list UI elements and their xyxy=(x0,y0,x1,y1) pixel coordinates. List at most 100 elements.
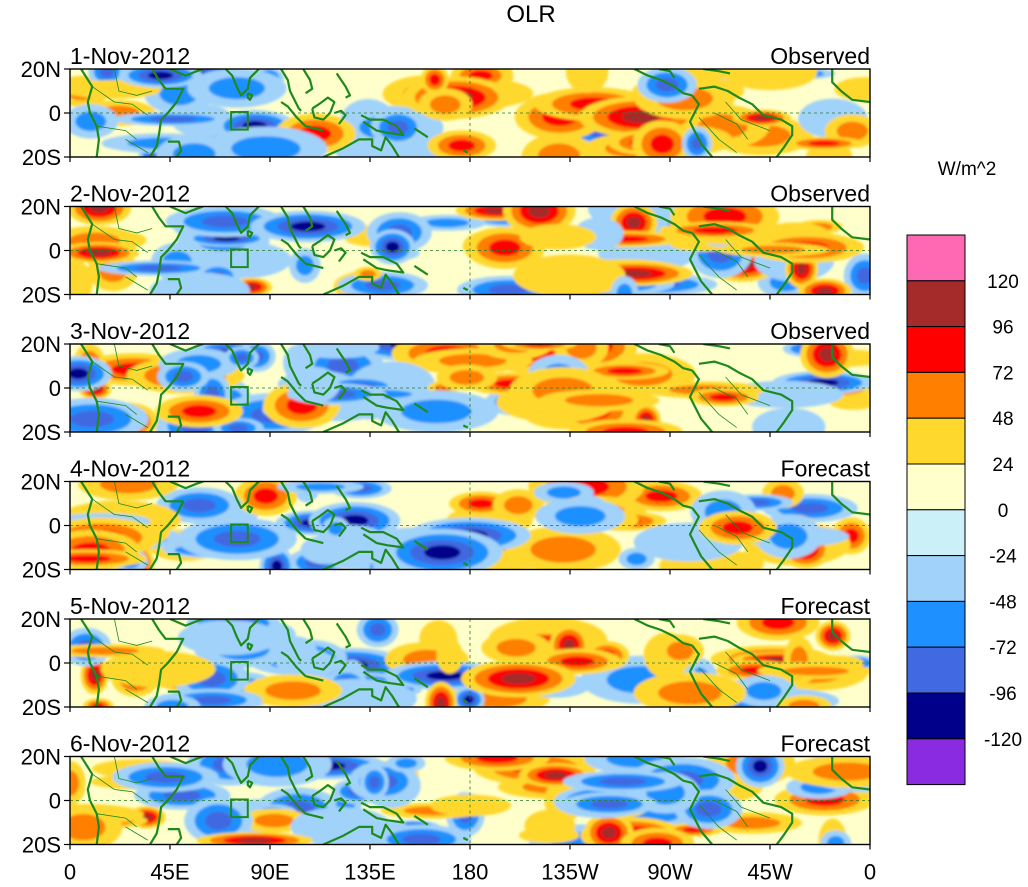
border-line xyxy=(114,756,153,784)
anomaly-contour xyxy=(287,366,341,404)
anomaly-contour xyxy=(172,143,216,157)
y-tick-label: 20S xyxy=(22,145,61,170)
colorbar-label: -120 xyxy=(984,730,1022,751)
anomaly-contour xyxy=(601,826,617,839)
anomaly-contour xyxy=(476,756,518,764)
anomaly-contour xyxy=(616,269,653,278)
anomaly-contour xyxy=(424,545,461,560)
anomaly-contour xyxy=(658,681,722,705)
region-box xyxy=(230,111,249,131)
anomaly-contour xyxy=(513,254,626,295)
coastline xyxy=(167,415,183,432)
x-tick-label: 90E xyxy=(250,860,289,885)
anomaly-contour xyxy=(182,498,217,513)
coastline xyxy=(167,140,183,157)
panel-date: 2-Nov-2012 xyxy=(70,181,190,207)
anomaly-contour xyxy=(426,671,464,680)
coastline xyxy=(703,69,731,75)
border-line xyxy=(114,619,153,646)
anomaly-contour xyxy=(645,490,678,503)
panel-date: 5-Nov-2012 xyxy=(70,593,190,619)
coastline xyxy=(305,400,324,407)
coastline xyxy=(305,262,324,270)
border-line xyxy=(114,481,153,509)
coastline xyxy=(413,402,429,414)
anomaly-contour xyxy=(826,836,845,845)
y-tick-label: 20S xyxy=(22,420,61,445)
coastline xyxy=(831,344,870,379)
anomaly-contour xyxy=(488,284,529,295)
border-line xyxy=(714,387,749,415)
coastline xyxy=(322,548,400,570)
colorbar-swatch xyxy=(906,738,966,786)
panel-date: 6-Nov-2012 xyxy=(70,731,190,757)
coastline xyxy=(335,622,352,649)
coastline xyxy=(280,69,302,112)
coastline xyxy=(703,756,731,762)
anomaly-contour xyxy=(328,521,344,536)
anomaly-contour xyxy=(812,762,870,781)
coastline xyxy=(169,344,204,352)
border-line xyxy=(725,376,771,406)
panel-date: 3-Nov-2012 xyxy=(70,318,190,344)
coastline xyxy=(322,136,400,157)
anomaly-contour xyxy=(429,95,461,114)
anomaly-contour xyxy=(70,554,112,563)
coastline xyxy=(149,619,185,707)
colorbar-swatch xyxy=(906,555,966,602)
coastlines xyxy=(80,69,870,157)
colorbar-units: W/m^2 xyxy=(938,159,997,180)
anomaly-contour xyxy=(565,69,609,94)
colorbar-label: 120 xyxy=(987,272,1019,293)
anomaly-contour xyxy=(448,139,476,152)
chart-title: OLR xyxy=(506,1,555,28)
coastline xyxy=(224,206,260,234)
coastline xyxy=(335,210,352,237)
coastline xyxy=(311,234,336,259)
coastline xyxy=(311,509,336,534)
anomaly-contour xyxy=(228,424,249,432)
coastline xyxy=(311,646,336,671)
anomaly-contour xyxy=(254,813,295,828)
coastlines xyxy=(80,206,870,295)
border-line xyxy=(725,239,771,269)
border-line xyxy=(698,117,737,153)
anomaly-contour xyxy=(163,789,202,802)
border-line xyxy=(698,667,737,703)
coastline xyxy=(360,526,405,549)
coastline xyxy=(224,69,260,97)
y-tick-label: 20N xyxy=(21,745,61,770)
y-tick-label: 0 xyxy=(49,514,61,539)
panel-label: Forecast xyxy=(781,731,871,757)
coastline xyxy=(688,782,714,845)
anomaly-contour xyxy=(727,551,764,570)
anomaly-contour xyxy=(149,272,250,295)
coastline xyxy=(167,690,183,707)
colorbar-swatch xyxy=(906,692,966,740)
border-line xyxy=(96,813,137,828)
anomaly-contour xyxy=(149,116,197,122)
anomaly-contour xyxy=(401,399,472,424)
coastline xyxy=(322,273,400,295)
y-tick-label: 20N xyxy=(21,57,61,82)
border-line xyxy=(698,529,737,566)
border-line xyxy=(125,689,149,703)
coastline xyxy=(633,69,693,97)
border-line xyxy=(725,789,771,819)
anomaly-contour xyxy=(246,756,309,777)
region-box xyxy=(230,661,249,681)
coastlines xyxy=(80,756,870,845)
panel-date: 1-Nov-2012 xyxy=(70,43,190,69)
y-tick-label: 0 xyxy=(49,789,61,814)
anomaly-contour xyxy=(70,260,93,295)
anomaly-field xyxy=(70,619,870,707)
coastline xyxy=(831,69,870,104)
coastline xyxy=(688,94,714,157)
anomaly-contour xyxy=(537,143,581,157)
coastline xyxy=(311,371,336,396)
coastline xyxy=(698,85,794,157)
anomaly-contour xyxy=(564,394,634,407)
anomaly-contour xyxy=(752,408,826,432)
border-line xyxy=(96,675,137,690)
